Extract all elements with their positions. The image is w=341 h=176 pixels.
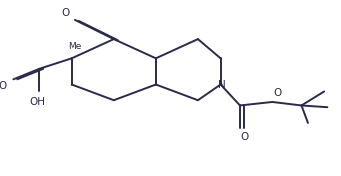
Text: OH: OH: [30, 97, 46, 107]
Text: O: O: [241, 132, 249, 142]
Text: O: O: [0, 81, 6, 91]
Text: Me: Me: [69, 42, 82, 51]
Text: O: O: [273, 88, 281, 98]
Text: O: O: [61, 8, 69, 18]
Text: N: N: [218, 80, 226, 90]
